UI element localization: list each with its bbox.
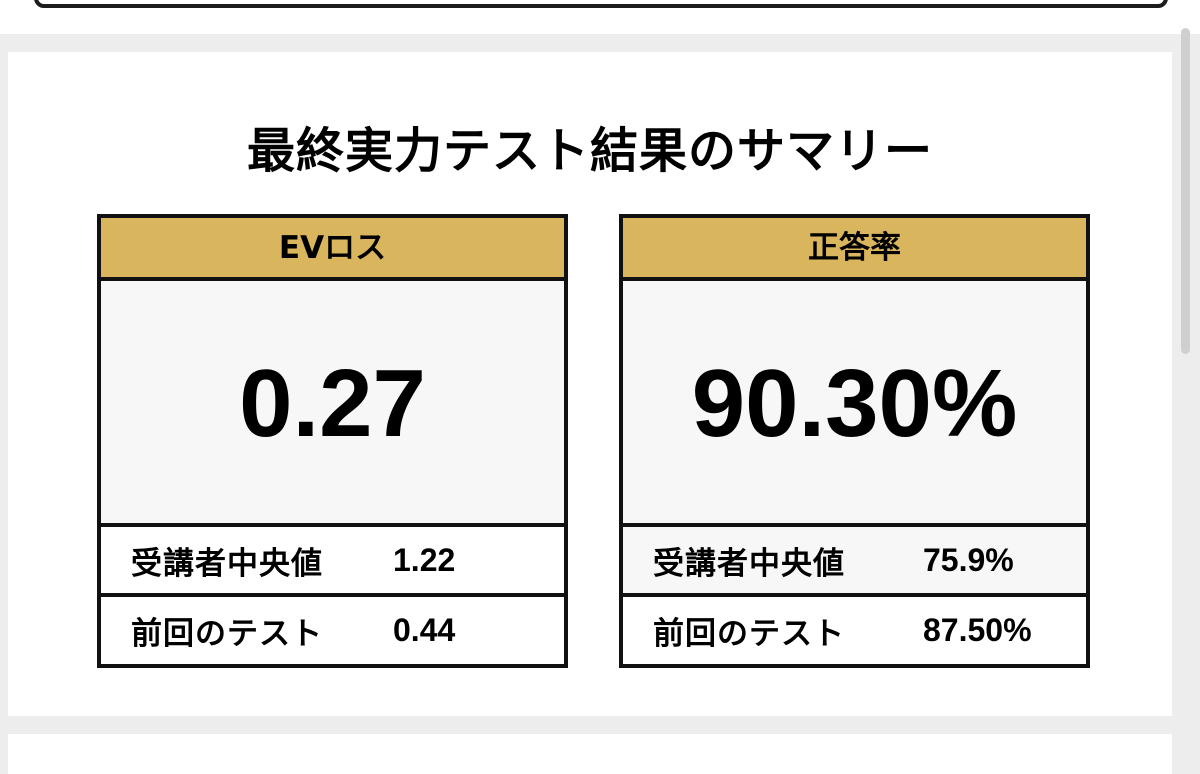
median-row: 受講者中央値 75.9% [623,527,1086,597]
scrollbar-thumb[interactable] [1181,28,1190,354]
metric-card-accuracy: 正答率 90.30% 受講者中央値 75.9% 前回のテスト 87.50% [619,214,1090,668]
previous-test-value: 87.50% [923,612,1032,648]
metric-value: 90.30% [623,281,1086,527]
median-label: 受講者中央値 [653,545,845,582]
previous-test-row: 前回のテスト 87.50% [623,597,1086,664]
previous-test-label: 前回のテスト [131,616,323,652]
median-label: 受講者中央値 [131,545,323,582]
metric-card-ev-loss: EVロス 0.27 受講者中央値 1.22 前回のテスト 0.44 [97,214,568,668]
median-value: 75.9% [923,541,1014,578]
next-card-top [8,734,1172,774]
previous-test-row: 前回のテスト 0.44 [101,597,564,664]
median-row: 受講者中央値 1.22 [101,527,564,597]
previous-input-box[interactable] [34,0,1168,8]
previous-test-value: 0.44 [393,612,456,648]
metric-header: EVロス [101,218,564,281]
previous-test-label: 前回のテスト [653,616,845,652]
metric-value: 0.27 [101,281,564,527]
summary-title: 最終実力テスト結果のサマリー [246,123,933,179]
metric-header: 正答率 [623,218,1086,281]
median-value: 1.22 [393,541,456,578]
previous-card-bottom [0,0,1200,34]
